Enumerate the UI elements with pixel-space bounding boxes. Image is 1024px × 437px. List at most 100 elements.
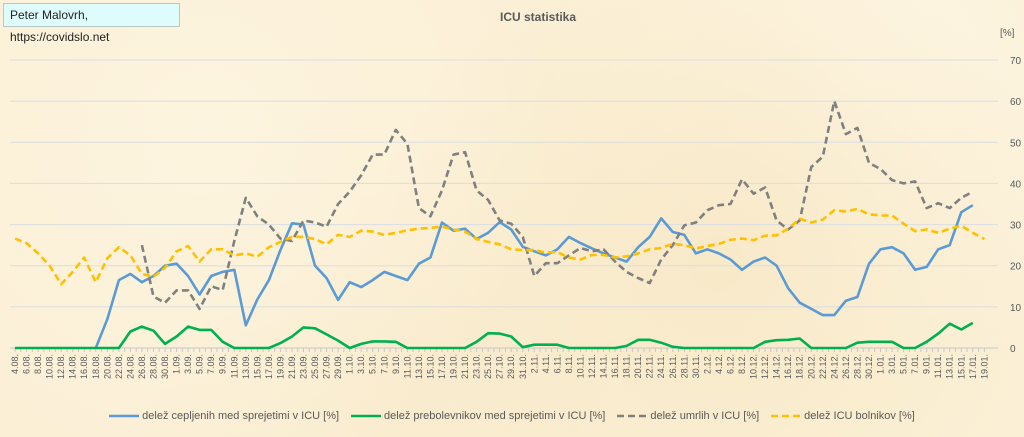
- legend-item-3: delež ICU bolnikov [%]: [771, 410, 915, 422]
- legend-item-1: delež prebolevnikov med sprejetimi v ICU…: [351, 410, 605, 422]
- x-tick-label: 9.09.: [218, 354, 228, 374]
- x-tick-label: 12.08.: [56, 354, 66, 379]
- y-tick-label: 40: [1010, 179, 1022, 190]
- x-tick-label: 15.10.: [425, 354, 435, 379]
- x-tick-label: 2.12.: [702, 354, 712, 374]
- x-tick-label: 24.08.: [125, 354, 135, 379]
- x-tick-label: 30.11.: [691, 354, 701, 378]
- x-tick-label: 18.08.: [91, 354, 101, 379]
- x-tick-label: 1.10.: [345, 354, 355, 374]
- legend-swatch: [617, 414, 648, 418]
- credit-box: Peter Malovrh, https://covidslo.net: [3, 3, 180, 44]
- y-tick-label: 10: [1010, 303, 1022, 314]
- x-tick-label: 7.10.: [379, 354, 389, 374]
- x-tick-label: 26.08.: [137, 354, 147, 379]
- x-tick-label: 21.10.: [460, 354, 470, 379]
- x-tick-label: 24.11.: [656, 354, 666, 378]
- legend-swatch: [771, 414, 802, 418]
- y-axis-unit: [%]: [1000, 28, 1015, 39]
- x-tick-label: 15.01.: [956, 354, 966, 379]
- legend-label: delež umrlih v ICU [%]: [650, 410, 760, 422]
- x-tick-label: 5.09.: [195, 354, 205, 374]
- x-tick-label: 22.12.: [818, 354, 828, 379]
- x-tick-label: 17.01.: [968, 354, 978, 379]
- x-tick-label: 12.12.: [760, 354, 770, 379]
- x-tick-label: 3.10.: [356, 354, 366, 374]
- x-tick-label: 23.10.: [472, 354, 482, 379]
- x-tick-label: 24.12.: [829, 354, 839, 379]
- legend-label: delež cepljenih med sprejetimi v ICU [%]: [142, 410, 340, 422]
- x-tick-label: 15.09.: [252, 354, 262, 379]
- x-tick-label: 16.11.: [610, 354, 620, 378]
- x-tick-label: 13.09.: [241, 354, 251, 379]
- x-tick-label: 11.09.: [229, 354, 239, 378]
- x-tick-label: 19.01.: [979, 354, 989, 379]
- x-tick-label: 20.08.: [102, 354, 112, 379]
- x-tick-label: 16.12.: [783, 354, 793, 379]
- x-tick-label: 10.08.: [45, 354, 55, 379]
- x-tick-label: 1.09.: [172, 354, 182, 374]
- x-tick-label: 29.09.: [333, 354, 343, 379]
- x-tick-label: 31.10.: [518, 354, 528, 379]
- x-tick-label: 4.08.: [10, 354, 20, 374]
- x-tick-label: 30.12.: [864, 354, 874, 379]
- legend-swatch: [351, 414, 382, 418]
- x-tick-label: 11.01.: [933, 354, 943, 378]
- series-line-2: [140, 99, 974, 311]
- x-tick-label: 3.09.: [183, 354, 193, 374]
- x-tick-label: 26.12.: [841, 354, 851, 379]
- x-tick-label: 20.12.: [806, 354, 816, 379]
- x-tick-label: 18.11.: [622, 354, 632, 378]
- x-tick-label: 22.08.: [114, 354, 124, 379]
- x-tick-label: 27.09.: [322, 354, 332, 379]
- x-tick-label: 11.10.: [402, 354, 412, 378]
- x-tick-label: 4.11.: [541, 354, 551, 373]
- y-tick-label: 60: [1010, 97, 1022, 108]
- x-tick-label: 23.09.: [299, 354, 309, 379]
- x-tick-label: 9.01.: [922, 354, 932, 374]
- x-tick-label: 25.09.: [310, 354, 320, 379]
- x-tick-label: 8.12.: [737, 354, 747, 374]
- x-tick-label: 7.01.: [910, 354, 920, 374]
- series-line-0: [94, 204, 974, 349]
- x-tick-label: 28.08.: [148, 354, 158, 379]
- x-tick-label: 8.08.: [33, 354, 43, 374]
- legend: delež cepljenih med sprejetimi v ICU [%]…: [0, 410, 1024, 422]
- x-tick-label: 2.11.: [529, 354, 539, 373]
- x-tick-label: 28.12.: [852, 354, 862, 379]
- x-tick-label: 27.10.: [495, 354, 505, 379]
- legend-label: delež prebolevnikov med sprejetimi v ICU…: [384, 410, 606, 422]
- x-tick-label: 28.11.: [679, 354, 689, 378]
- x-tick-label: 16.08.: [79, 354, 89, 379]
- x-tick-label: 30.08.: [160, 354, 170, 379]
- legend-label: delež ICU bolnikov [%]: [804, 410, 915, 422]
- x-tick-label: 21.09.: [287, 354, 297, 379]
- x-tick-label: 13.10.: [414, 354, 424, 379]
- series-line-1: [15, 321, 974, 350]
- x-tick-label: 18.12.: [795, 354, 805, 379]
- y-tick-label: 20: [1010, 262, 1022, 273]
- x-tick-label: 29.10.: [506, 354, 516, 379]
- x-tick-label: 14.08.: [68, 354, 78, 379]
- x-tick-label: 4.12.: [714, 354, 724, 374]
- x-tick-label: 5.10.: [368, 354, 378, 374]
- x-tick-label: 25.10.: [483, 354, 493, 379]
- y-tick-label: 70: [1010, 56, 1022, 67]
- chart-title: ICU statistika: [0, 10, 1024, 24]
- x-tick-label: 3.01.: [887, 354, 897, 374]
- legend-item-2: delež umrlih v ICU [%]: [617, 410, 759, 422]
- x-tick-label: 17.09.: [264, 354, 274, 379]
- x-tick-label: 20.11.: [633, 354, 643, 378]
- x-tick-label: 14.12.: [772, 354, 782, 379]
- x-tick-label: 8.11.: [564, 354, 574, 373]
- x-tick-label: 14.11.: [599, 354, 609, 378]
- x-tick-label: 10.11.: [575, 354, 585, 378]
- x-tick-label: 6.11.: [552, 354, 562, 373]
- x-tick-label: 6.12.: [725, 354, 735, 374]
- x-tick-label: 1.01.: [876, 354, 886, 374]
- x-tick-label: 12.11.: [587, 354, 597, 378]
- legend-item-0: delež cepljenih med sprejetimi v ICU [%]: [109, 410, 339, 422]
- x-tick-label: 6.08.: [22, 354, 32, 374]
- x-tick-label: 19.09.: [275, 354, 285, 379]
